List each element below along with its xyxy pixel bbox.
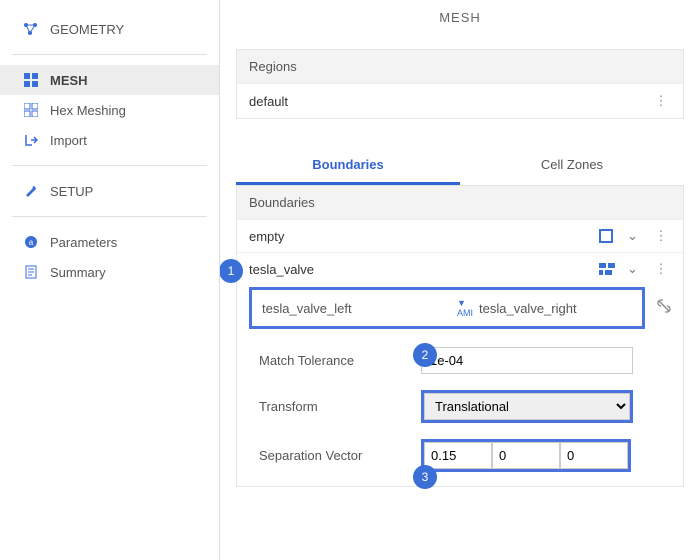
page-title: MESH [236,0,684,49]
ami-right-label: tesla_valve_right [479,301,577,316]
boundary-name: empty [249,229,591,244]
hex-icon [20,102,42,118]
parameters-icon: a [20,234,42,250]
ami-left-label: tesla_valve_left [262,301,352,316]
boundary-row-empty[interactable]: empty ⌄ ⋮ [237,219,683,252]
match-tolerance-input[interactable] [421,347,633,374]
sidebar-item-summary[interactable]: Summary [0,257,219,287]
tab-boundaries[interactable]: Boundaries [236,147,460,185]
callout-badge-2: 2 [413,343,437,367]
separation-y-input[interactable] [492,442,560,469]
svg-text:a: a [29,238,34,247]
sidebar-label: Parameters [50,235,117,250]
ami-pair-box: tesla_valve_left ▼AMI tesla_valve_right [249,287,645,329]
sidebar-item-geometry[interactable]: GEOMETRY [0,14,219,44]
chevron-down-icon[interactable]: ⌄ [627,228,643,244]
ami-left[interactable]: tesla_valve_left [252,290,447,326]
sidebar-item-mesh[interactable]: MESH [0,65,219,95]
sidebar-label: Hex Meshing [50,103,126,118]
callout-badge-3: 3 [413,465,437,489]
boundary-name: tesla_valve [249,262,591,277]
match-tolerance-label: Match Tolerance [259,353,409,368]
region-name: default [249,94,651,109]
transform-highlight: Translational [421,390,633,423]
ami-icon: ▼AMI [457,298,473,318]
wall-type-icon [599,263,619,275]
sidebar-item-hex[interactable]: Hex Meshing [0,95,219,125]
sidebar-item-parameters[interactable]: a Parameters [0,227,219,257]
sidebar-item-setup[interactable]: SETUP [0,176,219,206]
separation-z-input[interactable] [560,442,628,469]
sidebar-label: Summary [50,265,106,280]
more-icon[interactable]: ⋮ [651,93,671,109]
region-row[interactable]: default ⋮ [237,83,683,118]
sidebar-label: SETUP [50,184,93,199]
boundary-row-tesla[interactable]: 1 tesla_valve ⌄ ⋮ [237,252,683,285]
unlink-icon[interactable] [656,298,672,314]
regions-header: Regions [237,50,683,83]
tabs: Boundaries Cell Zones [236,147,684,186]
chevron-down-icon[interactable]: ⌄ [627,261,643,277]
import-icon [20,132,42,148]
summary-icon [20,264,42,280]
mesh-icon [20,72,42,88]
more-icon[interactable]: ⋮ [651,261,671,277]
form-row-match: Match Tolerance 2 [259,339,671,382]
separation-x-input[interactable] [424,442,492,469]
transform-select[interactable]: Translational [424,393,630,420]
boundaries-panel: Boundaries empty ⌄ ⋮ 1 tesla_valve ⌄ ⋮ t… [236,186,684,487]
geometry-icon [20,21,42,37]
callout-badge-1: 1 [220,259,243,283]
form-row-separation: Separation Vector 3 [259,431,671,480]
sidebar-label: GEOMETRY [50,22,124,37]
ami-pair-row: tesla_valve_left ▼AMI tesla_valve_right [237,285,683,331]
more-icon[interactable]: ⋮ [651,228,671,244]
separation-label: Separation Vector [259,448,409,463]
tab-cellzones[interactable]: Cell Zones [460,147,684,185]
main-content: MESH Regions default ⋮ Boundaries Cell Z… [220,0,700,560]
sidebar: GEOMETRY MESH Hex Meshing Import SETUP a… [0,0,220,560]
boundaries-header: Boundaries [237,186,683,219]
ami-right[interactable]: ▼AMI tesla_valve_right [447,290,642,326]
sidebar-item-import[interactable]: Import [0,125,219,155]
regions-panel: Regions default ⋮ [236,49,684,119]
separator [12,165,207,166]
empty-type-icon [599,229,619,243]
sidebar-label: MESH [50,73,88,88]
sidebar-label: Import [50,133,87,148]
form-row-transform: Transform Translational [259,382,671,431]
wrench-icon [20,183,42,199]
separator [12,216,207,217]
transform-label: Transform [259,399,409,414]
ami-form: Match Tolerance 2 Transform Translationa… [237,331,683,486]
separation-highlight [421,439,631,472]
separator [12,54,207,55]
